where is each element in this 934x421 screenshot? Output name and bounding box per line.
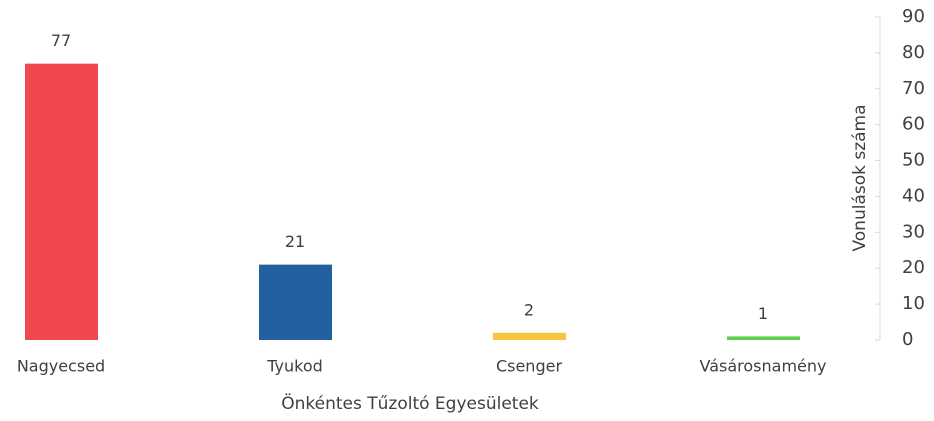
data-label: 21 — [285, 232, 305, 251]
bar — [259, 264, 332, 340]
y-tick-label: 20 — [902, 257, 925, 278]
y-tick-label: 80 — [902, 42, 925, 63]
y-tick-label: 60 — [902, 114, 925, 135]
y-tick-label: 30 — [902, 221, 925, 242]
y-tick-label: 90 — [902, 6, 925, 27]
data-label: 1 — [758, 304, 768, 323]
y-tick-label: 50 — [902, 150, 925, 171]
x-axis-title: Önkéntes Tűzoltó Egyesületek — [281, 392, 539, 414]
y-axis-title: Vonulások száma — [850, 104, 870, 251]
x-tick-label: Csenger — [496, 357, 562, 376]
y-tick-label: 40 — [902, 185, 925, 206]
x-tick-label: Vásárosnamény — [700, 357, 827, 376]
x-tick-label: Nagyecsed — [17, 357, 105, 376]
bar — [727, 336, 800, 340]
data-label: 77 — [51, 31, 71, 50]
y-tick-label: 10 — [902, 293, 925, 314]
bar — [493, 332, 566, 340]
data-label: 2 — [524, 300, 534, 319]
bar — [25, 63, 98, 341]
y-tick-label: 70 — [902, 78, 925, 99]
x-tick-label: Tyukod — [266, 357, 323, 376]
y-tick-label: 0 — [902, 329, 913, 350]
